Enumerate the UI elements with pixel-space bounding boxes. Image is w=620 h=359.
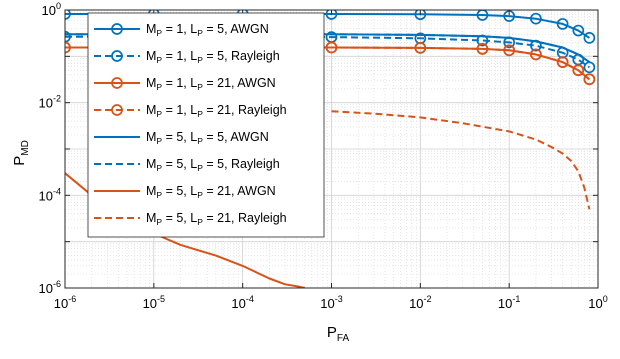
data-point [503, 44, 516, 57]
legend-label: MP = 1, LP = 21, Rayleigh [146, 103, 287, 119]
data-point [476, 10, 489, 21]
x-tick-label: 10-5 [143, 294, 165, 311]
series-8 [331, 110, 591, 210]
y-tick-label: 10-6 [39, 279, 61, 296]
legend-entry-6: MP = 5, LP = 5, Rayleigh [94, 157, 280, 173]
data-point [325, 10, 338, 20]
data-point [530, 12, 542, 25]
axes-frame [64, 9, 599, 289]
data-point [572, 24, 585, 37]
data-point [583, 73, 596, 86]
data-point [414, 10, 427, 21]
legend-entry-5: MP = 5, LP = 5, AWGN [94, 130, 269, 146]
legend-label: MP = 5, LP = 5, Rayleigh [146, 157, 280, 173]
data-point [476, 43, 489, 55]
legend-label: MP = 5, LP = 5, AWGN [146, 130, 269, 146]
data-point [572, 64, 585, 77]
x-tick-label: 10-6 [54, 294, 76, 311]
legend-entry-3: MP = 1, LP = 21, AWGN [94, 76, 276, 92]
x-tick-label: 10-3 [320, 294, 342, 311]
y-tick-label: 10-2 [39, 94, 61, 111]
data-point [583, 61, 596, 74]
data-point [530, 48, 542, 61]
legend-entry-2: MP = 1, LP = 5, Rayleigh [94, 49, 280, 65]
x-tick-label: 10-2 [409, 294, 431, 311]
legend-marker [111, 23, 123, 35]
x-axis-label-main: P [327, 324, 337, 341]
legend-marker [111, 104, 123, 116]
data-point [65, 30, 71, 43]
legend-box [87, 12, 325, 238]
legend-label: MP = 1, LP = 5, AWGN [146, 22, 269, 38]
series-line [331, 110, 591, 210]
legend-label: MP = 5, LP = 21, AWGN [146, 184, 276, 200]
y-axis-label-main: P [11, 156, 28, 166]
data-point [583, 32, 596, 44]
y-tick-label: 100 [42, 1, 61, 18]
data-point [325, 41, 338, 54]
legend-label: MP = 1, LP = 21, AWGN [146, 76, 276, 92]
data-point [65, 41, 71, 54]
y-tick-label: 10-4 [39, 186, 61, 203]
x-axis-label-subscript: FA [337, 333, 350, 344]
data-point [65, 10, 71, 20]
legend: MP = 1, LP = 5, AWGN MP = 1, LP = 5, Rayl… [87, 12, 325, 238]
legend-entry-7: MP = 5, LP = 21, AWGN [94, 184, 276, 200]
x-tick-label: 100 [588, 294, 607, 311]
y-axis-label-subscript: MD [20, 140, 31, 156]
legend-entry-4: MP = 1, LP = 21, Rayleigh [94, 103, 287, 119]
legend-label: MP = 1, LP = 5, Rayleigh [146, 49, 280, 65]
y-tick-labels: 10-6 10-4 10-2 100 [39, 1, 61, 296]
data-point [556, 56, 569, 68]
x-axis-label: PFA [327, 324, 350, 344]
legend-entry-8: MP = 5, LP = 21, Rayleigh [94, 211, 287, 227]
x-tick-label: 10-1 [498, 294, 520, 311]
legend-entry-1: MP = 1, LP = 5, AWGN [94, 22, 269, 38]
legend-label: MP = 5, LP = 21, Rayleigh [146, 211, 287, 227]
data-point [556, 18, 569, 30]
x-tick-labels: 10-6 10-5 10-4 10-3 10-2 10-1 100 [54, 294, 608, 311]
data-point [414, 42, 427, 54]
legend-marker [111, 77, 123, 89]
legend-marker [111, 50, 123, 62]
x-tick-label: 10-4 [231, 294, 253, 311]
y-axis-label: PMD [11, 140, 31, 166]
